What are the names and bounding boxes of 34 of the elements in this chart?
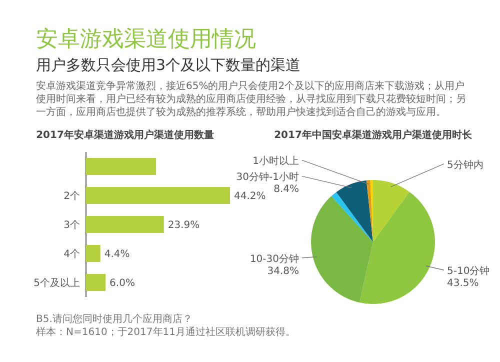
chart-title: 2017年安卓渠道游戏用户渠道使用数量 xyxy=(36,129,214,141)
y-tick-label: 4个 xyxy=(64,248,80,260)
pie-slice xyxy=(373,180,410,242)
data-label: 43.5% xyxy=(447,278,479,290)
data-label: 34.8% xyxy=(267,266,299,277)
data-label: 44.2% xyxy=(234,191,266,202)
y-tick-label: 2个 xyxy=(64,190,80,202)
pie-slice xyxy=(336,180,373,242)
data-label: 8.4% xyxy=(274,184,299,196)
slice-label: 30分钟-1小时 xyxy=(236,171,299,184)
text: 用户多数只会使用3个及以下数量的渠道 xyxy=(36,56,301,75)
slice-label: 1小时以上 xyxy=(252,155,299,168)
pie-slice xyxy=(331,192,373,242)
bar xyxy=(86,187,230,204)
text: 样本：N=1610；于2017年11月通过社区联机调研获得。 xyxy=(36,326,296,338)
slice-label: 5分钟内 xyxy=(447,158,484,171)
y-tick-label: 5个及以上 xyxy=(34,277,80,289)
data-label: 6.0% xyxy=(110,278,135,289)
pie-slice xyxy=(311,196,373,303)
pie-slice xyxy=(359,192,435,304)
text: B5.请问您同时使用几个应用商店？ xyxy=(36,313,192,325)
bar xyxy=(86,216,164,233)
slice-label: 5-10分钟 xyxy=(447,265,490,278)
y-tick-label: 3个 xyxy=(64,219,80,231)
data-label: 4.4% xyxy=(104,249,130,260)
pie-slice xyxy=(366,180,373,242)
bar xyxy=(86,158,156,175)
bar xyxy=(86,245,100,262)
data-label: 23.9% xyxy=(168,220,200,231)
slice-label: 10-30分钟 xyxy=(250,252,299,265)
bar xyxy=(86,274,106,291)
chart-title: 2017年中国安卓渠道游戏用户渠道使用时长 xyxy=(274,129,473,141)
text: 安卓游戏渠道使用情况 xyxy=(36,26,256,54)
text: 安卓游戏渠道竞争异常激烈，接近65%的用户只会使用2个及以下的应用商店来下载游戏；从用户使用时间来看，用户已经有较为成熟的应用商店使用经验，从寻找应用到下载只花费较短时间；另一方面，应用商店也提供了较为成熟的推荐系统，帮助用户快速找到适合自己的游戏与应用。 xyxy=(36,80,466,119)
